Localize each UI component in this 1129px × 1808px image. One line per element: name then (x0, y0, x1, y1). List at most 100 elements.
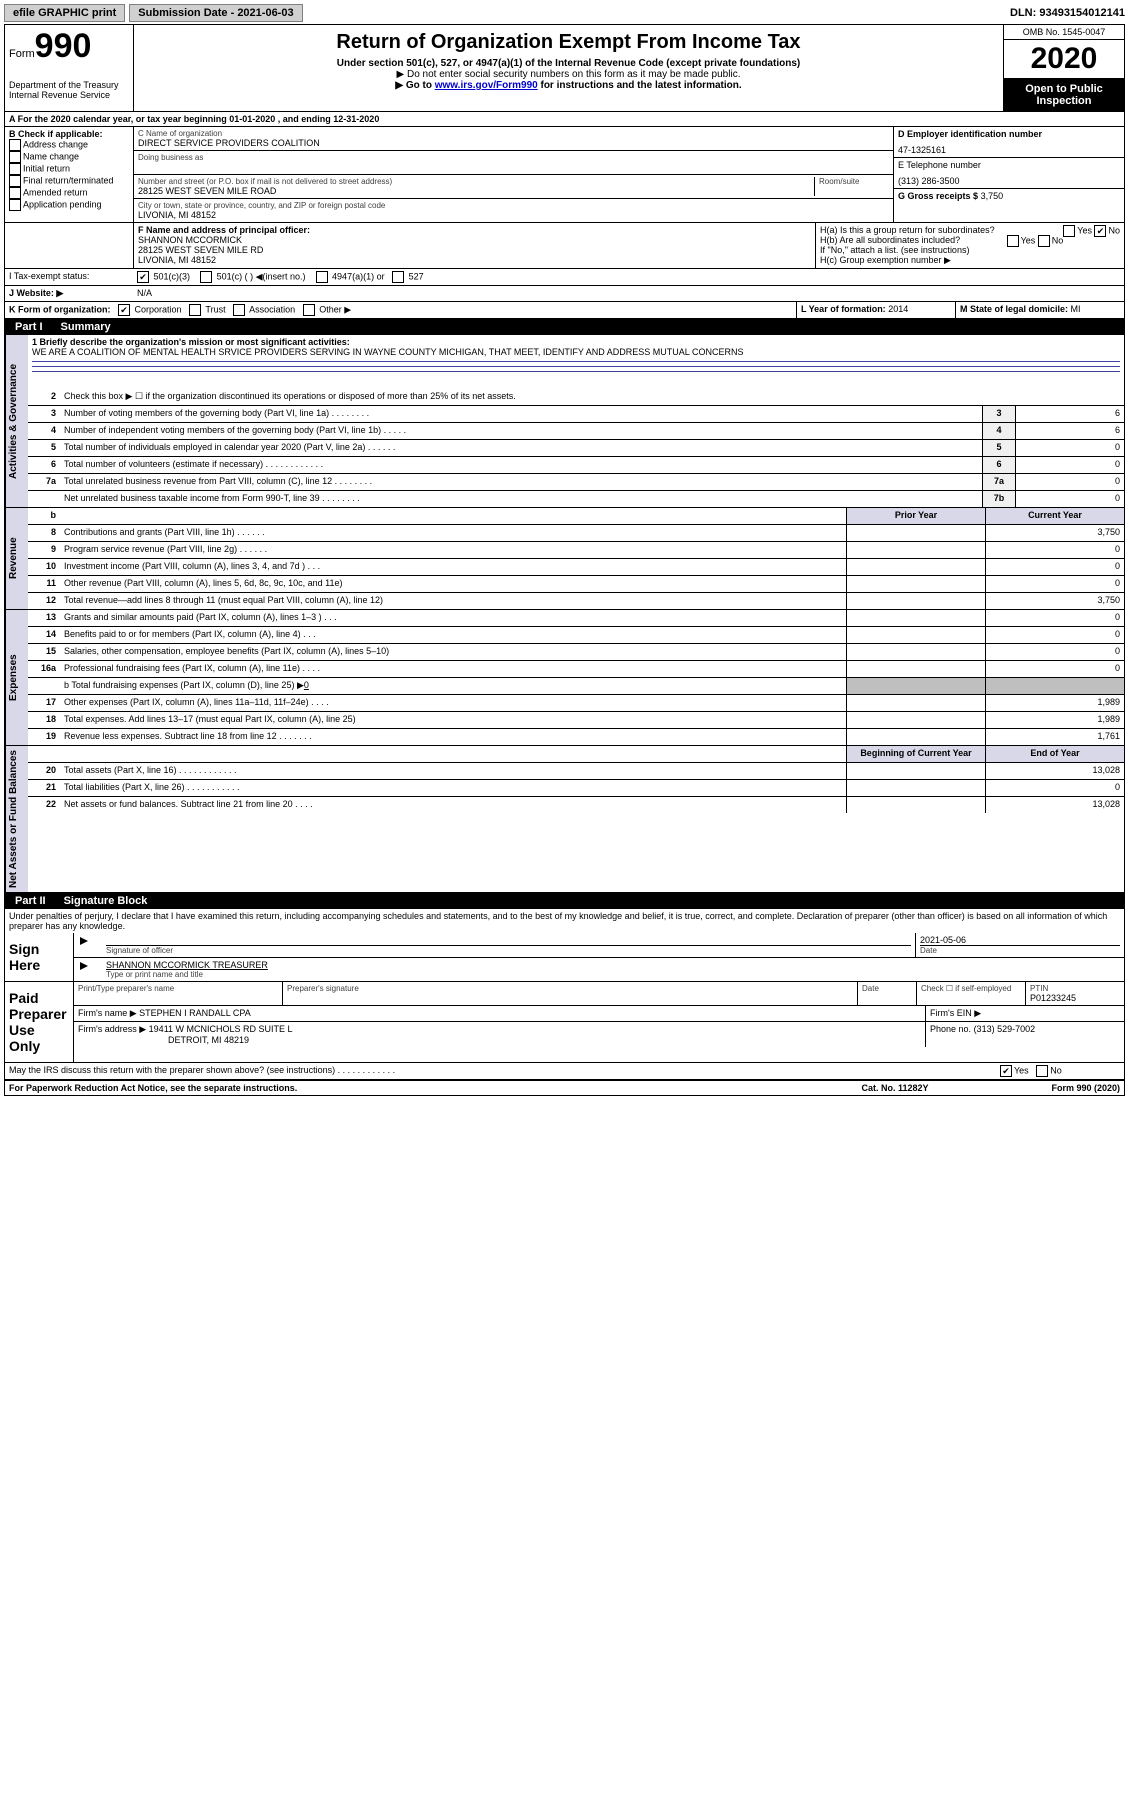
chk-assoc[interactable] (233, 304, 245, 316)
val-l12: 3,750 (985, 593, 1124, 609)
val-l20: 13,028 (985, 763, 1124, 779)
paid-preparer-section: Paid Preparer Use Only Print/Type prepar… (5, 982, 1124, 1063)
discuss-question: May the IRS discuss this return with the… (5, 1063, 996, 1079)
chk-ha-no[interactable] (1094, 225, 1106, 237)
row-i: I Tax-exempt status: 501(c)(3) 501(c) ( … (5, 269, 1124, 286)
form-note-ssn: ▶ Do not enter social security numbers o… (140, 69, 997, 80)
chk-527[interactable] (392, 271, 404, 283)
efile-btn[interactable]: efile GRAPHIC print (4, 4, 125, 22)
sign-here-section: Sign Here Signature of officer 2021-05-0… (5, 933, 1124, 982)
firm-phone: (313) 529-7002 (974, 1024, 1036, 1034)
top-bar: efile GRAPHIC print Submission Date - 20… (4, 4, 1125, 22)
form-number: 990 (35, 27, 92, 65)
arrow-icon (80, 962, 88, 970)
dept-treasury: Department of the Treasury (9, 80, 129, 90)
org-name-label: C Name of organization (138, 129, 889, 138)
val-l15: 0 (985, 644, 1124, 660)
chk-ha-yes[interactable] (1063, 225, 1075, 237)
revenue-section: Revenue bPrior YearCurrent Year 8Contrib… (5, 508, 1124, 610)
penalties-text: Under penalties of perjury, I declare th… (5, 909, 1124, 933)
chk-hb-yes[interactable] (1007, 235, 1019, 247)
val-l13: 0 (985, 610, 1124, 626)
part1-header: Part I Summary (5, 319, 1124, 335)
expenses-section: Expenses 13Grants and similar amounts pa… (5, 610, 1124, 746)
row-klm: K Form of organization: Corporation Trus… (5, 302, 1124, 319)
arrow-icon (80, 937, 88, 945)
submission-btn[interactable]: Submission Date - 2021-06-03 (129, 4, 302, 22)
form-990: Form990 Department of the Treasury Inter… (4, 24, 1125, 1096)
dln: DLN: 93493154012141 (1010, 7, 1125, 19)
form-link-row: ▶ Go to www.irs.gov/Form990 for instruct… (140, 80, 997, 91)
city-label: City or town, state or province, country… (138, 201, 889, 210)
officer-name: SHANNON MCCORMICK TREASURER (106, 960, 1120, 970)
firm-name: STEPHEN I RANDALL CPA (139, 1008, 251, 1018)
chk-amended[interactable] (9, 187, 21, 199)
gross-label: G Gross receipts $ (898, 191, 978, 201)
val-l16a: 0 (985, 661, 1124, 677)
sig-date: 2021-05-06 (920, 935, 1120, 945)
val-l18: 1,989 (985, 712, 1124, 728)
vtab-revenue: Revenue (5, 508, 28, 609)
val-l19: 1,761 (985, 729, 1124, 745)
chk-discuss-yes[interactable] (1000, 1065, 1012, 1077)
chk-4947[interactable] (316, 271, 328, 283)
dept-irs: Internal Revenue Service (9, 90, 129, 100)
val-l17: 1,989 (985, 695, 1124, 711)
form-subtitle: Under section 501(c), 527, or 4947(a)(1)… (140, 58, 997, 69)
val-l21: 0 (985, 780, 1124, 796)
val-l14: 0 (985, 627, 1124, 643)
form-footer: For Paperwork Reduction Act Notice, see … (5, 1081, 1124, 1095)
val-l6: 0 (1015, 457, 1124, 473)
section-bcde: B Check if applicable: Address change Na… (5, 127, 1124, 223)
chk-discuss-no[interactable] (1036, 1065, 1048, 1077)
row-fh: F Name and address of principal officer:… (5, 223, 1124, 269)
tax-year: 2020 (1004, 40, 1124, 79)
val-l4: 6 (1015, 423, 1124, 439)
chk-corp[interactable] (118, 304, 130, 316)
phone-label: E Telephone number (898, 160, 1120, 170)
val-l22: 13,028 (985, 797, 1124, 813)
mission-text: WE ARE A COALITION OF MENTAL HEALTH SRVI… (32, 347, 1120, 357)
form-label: Form (9, 48, 35, 60)
val-l3: 6 (1015, 406, 1124, 422)
chk-final[interactable] (9, 175, 21, 187)
form-header: Form990 Department of the Treasury Inter… (5, 25, 1124, 112)
activities-governance: Activities & Governance 1 Briefly descri… (5, 335, 1124, 508)
val-l7b: 0 (1015, 491, 1124, 507)
ein-value: 47-1325161 (898, 145, 1120, 155)
addr-label: Number and street (or P.O. box if mail i… (138, 177, 814, 186)
row-j: J Website: ▶ N/A (5, 286, 1124, 302)
chk-501c3[interactable] (137, 271, 149, 283)
org-address: 28125 WEST SEVEN MILE ROAD (138, 186, 814, 196)
val-l7a: 0 (1015, 474, 1124, 490)
website-value: N/A (133, 286, 1124, 301)
val-l10: 0 (985, 559, 1124, 575)
chk-501c[interactable] (200, 271, 212, 283)
row-a-tax-year: A For the 2020 calendar year, or tax yea… (5, 112, 1124, 127)
group-return: H(a) Is this a group return for subordin… (816, 223, 1124, 268)
chk-initial[interactable] (9, 163, 21, 175)
chk-pending[interactable] (9, 199, 21, 211)
room-label: Room/suite (819, 177, 889, 186)
irs-link[interactable]: www.irs.gov/Form990 (435, 80, 538, 91)
col-c-org: C Name of organization DIRECT SERVICE PR… (134, 127, 894, 222)
org-city: LIVONIA, MI 48152 (138, 210, 889, 220)
org-name: DIRECT SERVICE PROVIDERS COALITION (138, 138, 889, 148)
col-b-checkboxes: B Check if applicable: Address change Na… (5, 127, 134, 222)
dba-label: Doing business as (138, 153, 889, 162)
vtab-expenses: Expenses (5, 610, 28, 745)
open-inspection: Open to Public Inspection (1004, 79, 1124, 111)
chk-hb-no[interactable] (1038, 235, 1050, 247)
omb-number: OMB No. 1545-0047 (1004, 25, 1124, 40)
phone-value: (313) 286-3500 (898, 176, 1120, 186)
chk-other[interactable] (303, 304, 315, 316)
form-title: Return of Organization Exempt From Incom… (140, 31, 997, 54)
val-l11: 0 (985, 576, 1124, 592)
vtab-governance: Activities & Governance (5, 335, 28, 507)
ein-label: D Employer identification number (898, 129, 1042, 139)
principal-officer: F Name and address of principal officer:… (134, 223, 816, 268)
chk-address[interactable] (9, 139, 21, 151)
vtab-net-assets: Net Assets or Fund Balances (5, 746, 28, 892)
chk-name[interactable] (9, 151, 21, 163)
chk-trust[interactable] (189, 304, 201, 316)
